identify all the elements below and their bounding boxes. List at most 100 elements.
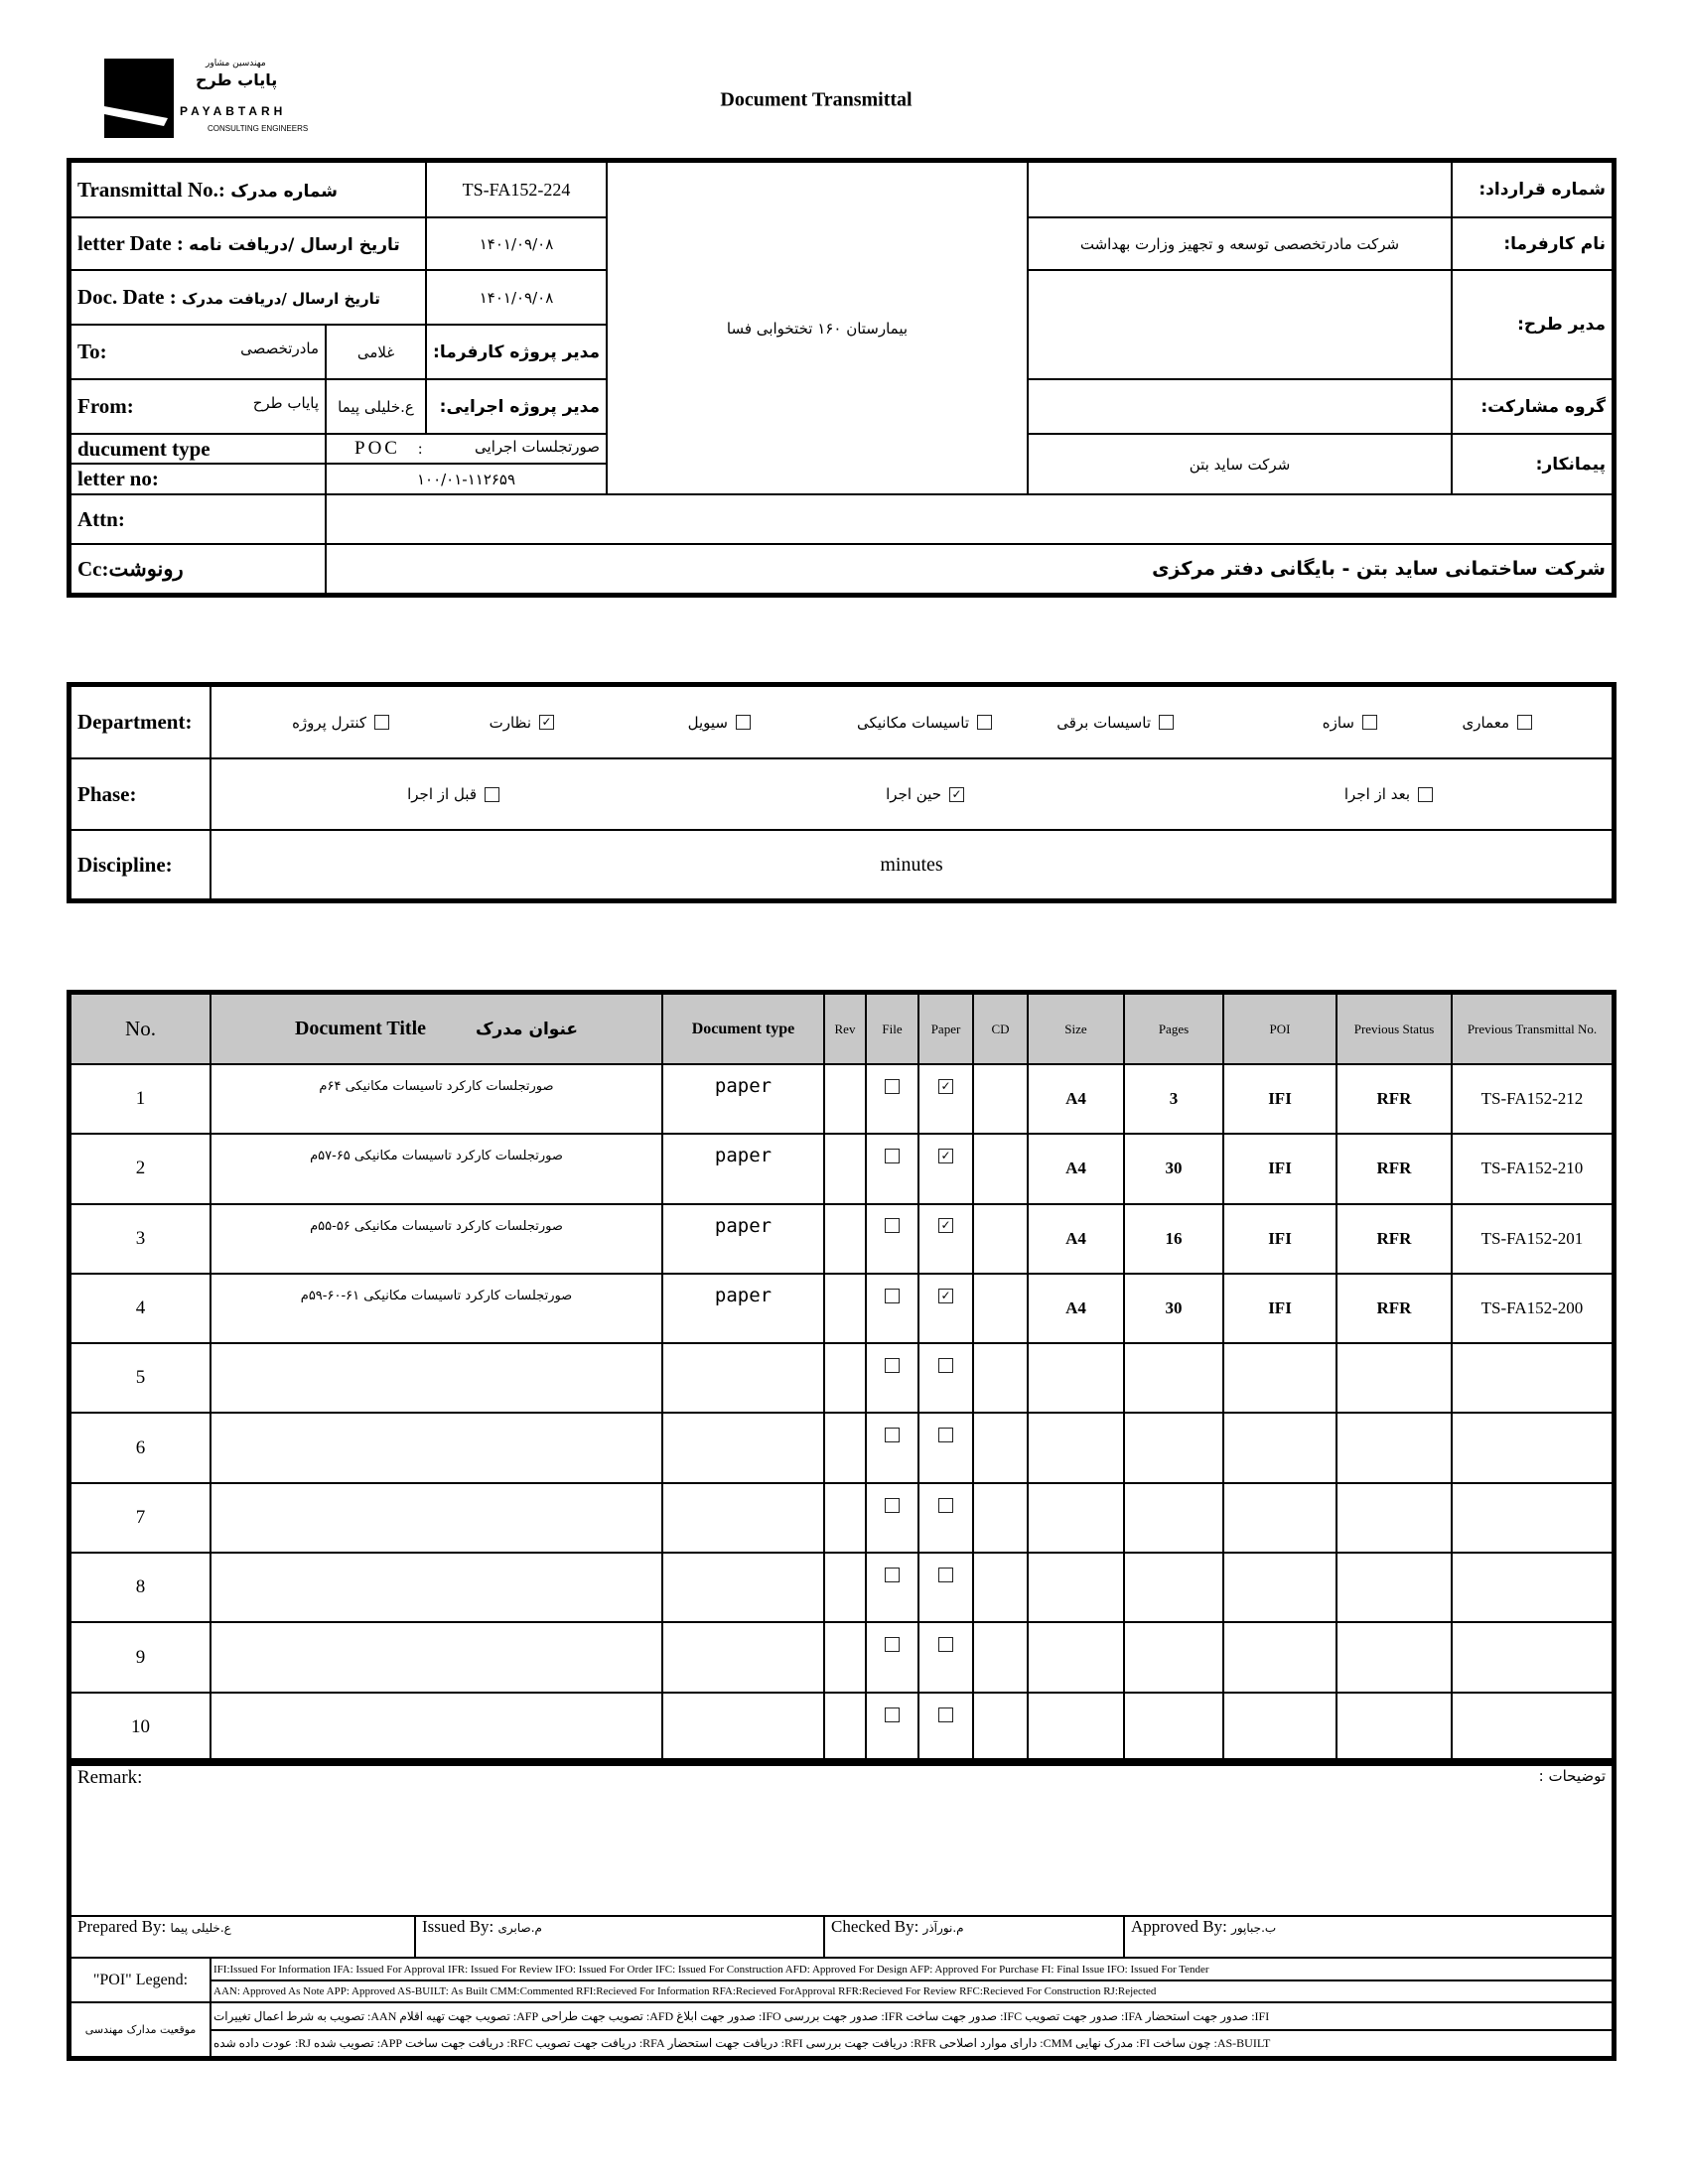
cell-file[interactable] [865, 1691, 919, 1763]
checkbox-icon[interactable] [938, 1497, 953, 1513]
cell-pages [1123, 1481, 1224, 1555]
department-option[interactable]: تاسیسات مکانیکی [857, 714, 992, 732]
checkbox-checked-icon[interactable]: ✓ [539, 715, 554, 730]
cell-paper[interactable]: ✓ [917, 1133, 974, 1205]
project-name: بیمارستان ۱۶۰ تختخوابی فسا [606, 161, 1029, 495]
cell-paper[interactable] [917, 1412, 974, 1484]
department-option[interactable]: سیویل [688, 714, 751, 732]
cell-paper[interactable]: ✓ [917, 1202, 974, 1275]
cell-paper[interactable] [917, 1621, 974, 1694]
checkbox-icon[interactable] [938, 1358, 953, 1374]
letter-no-label: letter no: [70, 463, 327, 495]
checkbox-icon[interactable] [938, 1567, 953, 1582]
cell-file[interactable] [865, 1552, 919, 1624]
cell-title: صورتجلسات کارکرد تاسیسات مکانیکی ۵۶-۵۵م [210, 1202, 663, 1275]
client-pm-label: مدیر پروژه کارفرما: [425, 324, 608, 380]
cell-cd [972, 1621, 1029, 1694]
checkbox-checked-icon[interactable]: ✓ [949, 786, 964, 802]
checkbox-icon[interactable] [885, 1078, 900, 1094]
cell-rev [823, 1202, 867, 1275]
checkbox-icon[interactable] [885, 1358, 900, 1374]
checkbox-icon[interactable] [885, 1567, 900, 1582]
cell-file[interactable] [865, 1342, 919, 1415]
checkbox-icon[interactable] [938, 1706, 953, 1722]
table-row: 4 صورتجلسات کارکرد تاسیسات مکانیکی ۶۱-۶۰-… [70, 1272, 1614, 1345]
doc-type-value: POC: صورتجلسات اجرایی [325, 433, 608, 465]
checkbox-icon[interactable] [885, 1218, 900, 1234]
cell-rev [823, 1481, 867, 1555]
checkbox-icon[interactable] [938, 1637, 953, 1653]
checkbox-icon[interactable] [885, 1288, 900, 1303]
cell-paper[interactable] [917, 1552, 974, 1624]
checkbox-icon[interactable] [1159, 715, 1174, 730]
department-option[interactable]: سازه [1323, 714, 1377, 732]
cell-title [210, 1412, 663, 1484]
department-option-label: کنترل پروژه [292, 713, 366, 732]
cell-poi [1222, 1691, 1337, 1763]
client-value: شرکت مادرتخصصی توسعه و تجهیز وزارت بهداش… [1027, 216, 1453, 271]
cell-file[interactable] [865, 1202, 919, 1275]
cell-paper[interactable]: ✓ [917, 1062, 974, 1136]
cell-rev [823, 1691, 867, 1763]
cell-file[interactable] [865, 1062, 919, 1136]
plan-manager-value [1027, 269, 1453, 380]
doc-type-label: ducument type [70, 433, 327, 465]
cell-paper[interactable] [917, 1691, 974, 1763]
cell-file[interactable] [865, 1412, 919, 1484]
checkbox-checked-icon[interactable]: ✓ [938, 1078, 953, 1094]
cell-paper[interactable]: ✓ [917, 1272, 974, 1345]
checkbox-icon[interactable] [1517, 715, 1532, 730]
department-option[interactable]: معماری [1463, 714, 1532, 732]
checkbox-icon[interactable] [977, 715, 992, 730]
checkbox-icon[interactable] [485, 786, 499, 802]
department-option[interactable]: ✓ نظارت [490, 714, 554, 732]
checkbox-checked-icon[interactable]: ✓ [938, 1288, 953, 1303]
phase-option[interactable]: ✓ حین اجرا [886, 785, 964, 803]
cell-file[interactable] [865, 1272, 919, 1345]
checkbox-icon[interactable] [1362, 715, 1377, 730]
footer-table: Remark: توضیحات : Prepared By: ع.خلیلی پی… [66, 1758, 1618, 2061]
checkbox-icon[interactable] [1418, 786, 1433, 802]
checkbox-icon[interactable] [885, 1428, 900, 1443]
cell-paper[interactable] [917, 1342, 974, 1415]
cell-title: صورتجلسات کارکرد تاسیسات مکانیکی ۶۴م [210, 1062, 663, 1136]
cell-no: 6 [70, 1412, 211, 1484]
transmittal-no-value: TS-FA152-224 [425, 161, 608, 218]
checkbox-icon[interactable] [885, 1706, 900, 1722]
checkbox-icon[interactable] [885, 1149, 900, 1164]
cell-file[interactable] [865, 1481, 919, 1555]
cell-doc-type [661, 1552, 825, 1624]
department-option[interactable]: تاسیسات برقی [1056, 714, 1174, 732]
checkbox-icon[interactable] [736, 715, 751, 730]
checkbox-icon[interactable] [938, 1428, 953, 1443]
cell-file[interactable] [865, 1133, 919, 1205]
checkbox-icon[interactable] [374, 715, 389, 730]
cell-prev-transmittal [1451, 1342, 1614, 1415]
cell-no: 3 [70, 1202, 211, 1275]
cell-prev-status [1336, 1691, 1453, 1763]
checkbox-checked-icon[interactable]: ✓ [938, 1218, 953, 1234]
to-field: To: مادرتخصصی [70, 324, 327, 380]
table-row: 1 صورتجلسات کارکرد تاسیسات مکانیکی ۶۴م pap… [70, 1062, 1614, 1136]
phase-option[interactable]: بعد از اجرا [1344, 785, 1433, 803]
phase-option[interactable]: قبل از اجرا [407, 785, 499, 803]
cell-doc-type [661, 1342, 825, 1415]
cell-prev-transmittal [1451, 1412, 1614, 1484]
header-pages: Pages [1123, 993, 1224, 1065]
checkbox-icon[interactable] [885, 1497, 900, 1513]
cell-cd [972, 1062, 1029, 1136]
cell-size: A4 [1027, 1062, 1125, 1136]
cell-title: صورتجلسات کارکرد تاسیسات مکانیکی ۶۱-۶۰-۵… [210, 1272, 663, 1345]
department-option[interactable]: کنترل پروژه [292, 714, 389, 732]
checked-by: Checked By: م.نورآذر [823, 1915, 1125, 1959]
cell-no: 10 [70, 1691, 211, 1763]
contract-no-label: شماره قرارداد: [1451, 161, 1614, 218]
to-person: غلامی [325, 324, 427, 380]
cell-paper[interactable] [917, 1481, 974, 1555]
doc-date-value: ۱۴۰۱/۰۹/۰۸ [425, 269, 608, 326]
checkbox-icon[interactable] [885, 1637, 900, 1653]
checkbox-checked-icon[interactable]: ✓ [938, 1149, 953, 1164]
cell-rev [823, 1133, 867, 1205]
remark-label: Remark: [77, 1767, 143, 1788]
cell-file[interactable] [865, 1621, 919, 1694]
